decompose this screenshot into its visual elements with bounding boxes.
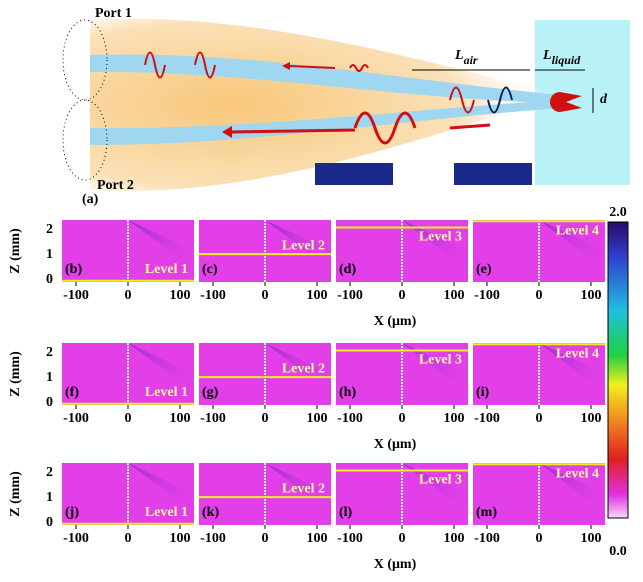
x-tick-label: -100 <box>63 288 89 303</box>
x-tick-label: 100 <box>307 288 328 303</box>
level-label: Level 3 <box>419 473 462 488</box>
x-tick-label: 0 <box>536 288 543 303</box>
y-tick-label: 1 <box>46 490 53 505</box>
x-tick-label: 100 <box>170 411 191 426</box>
panel-label: (l) <box>339 505 353 520</box>
port-2-label: Port 2 <box>97 178 134 193</box>
panel-label: (j) <box>65 505 79 520</box>
panel-label: (i) <box>476 385 490 400</box>
x-axis-label: X (μm) <box>374 314 417 329</box>
x-tick-label: 0 <box>262 411 269 426</box>
x-tick-label: 0 <box>399 288 406 303</box>
level-label: Level 1 <box>145 505 188 520</box>
colorbar-max: 2.0 <box>609 205 627 220</box>
x-tick-label: 100 <box>444 531 465 546</box>
port-1-label: Port 1 <box>95 6 132 21</box>
schematic: Port 1 Port 2 (a) Lair Lliquid d <box>63 6 630 207</box>
x-tick-label: 0 <box>399 531 406 546</box>
panel-label: (c) <box>202 262 218 277</box>
x-tick-label: 0 <box>262 288 269 303</box>
d-label: d <box>600 92 608 107</box>
level-label: Level 4 <box>556 223 599 238</box>
x-tick-label: 100 <box>307 411 328 426</box>
panel-label: (e) <box>476 262 492 277</box>
l-air: Lair <box>454 48 478 67</box>
y-axis-label: Z (mm) <box>8 228 23 274</box>
level-label: Level 2 <box>282 238 325 253</box>
x-tick-label: -100 <box>337 288 363 303</box>
panel-label: (g) <box>202 385 219 400</box>
x-tick-label: -100 <box>63 531 89 546</box>
panel-label: (k) <box>202 505 219 520</box>
x-tick-label: -100 <box>337 411 363 426</box>
level-label: Level 2 <box>282 361 325 376</box>
x-tick-label: 100 <box>444 288 465 303</box>
x-tick-label: -100 <box>474 411 500 426</box>
y-tick-label: 1 <box>46 247 53 262</box>
colorbar-min: 0.0 <box>609 544 627 559</box>
panel-label: (b) <box>65 262 82 277</box>
panel-label: (d) <box>339 262 356 277</box>
x-tick-label: 0 <box>125 411 132 426</box>
x-tick-label: -100 <box>63 411 89 426</box>
subscript: air <box>464 53 478 67</box>
y-tick-label: 0 <box>46 272 53 287</box>
colorbar <box>608 222 628 518</box>
x-tick-label: -100 <box>474 288 500 303</box>
y-tick-label: 2 <box>46 465 53 480</box>
symbol: L <box>454 48 464 63</box>
y-axis-label: Z (mm) <box>8 471 23 517</box>
x-tick-label: 100 <box>581 531 602 546</box>
level-label: Level 3 <box>419 230 462 245</box>
level-label: Level 1 <box>145 262 188 277</box>
level-label: Level 4 <box>556 346 599 361</box>
x-tick-label: 100 <box>307 531 328 546</box>
level-label: Level 1 <box>145 385 188 400</box>
y-tick-label: 2 <box>46 222 53 237</box>
x-tick-label: -100 <box>337 531 363 546</box>
mode-profile <box>454 163 532 185</box>
x-tick-label: 0 <box>399 411 406 426</box>
subscript: liquid <box>552 53 582 67</box>
x-axis-label: X (μm) <box>374 557 417 572</box>
y-tick-label: 1 <box>46 370 53 385</box>
panel-label: (h) <box>339 385 356 400</box>
x-tick-label: -100 <box>200 288 226 303</box>
y-tick-label: 2 <box>46 345 53 360</box>
mode-profile <box>315 163 393 185</box>
y-tick-label: 0 <box>46 515 53 530</box>
panel-label: (m) <box>476 505 497 520</box>
x-tick-label: 0 <box>125 288 132 303</box>
x-tick-label: 100 <box>581 288 602 303</box>
x-tick-label: 0 <box>125 531 132 546</box>
x-tick-label: 100 <box>444 411 465 426</box>
x-tick-label: 100 <box>581 411 602 426</box>
level-label: Level 4 <box>556 466 599 481</box>
x-axis-label: X (μm) <box>374 437 417 452</box>
x-tick-label: 100 <box>170 288 191 303</box>
y-tick-label: 0 <box>46 395 53 410</box>
x-tick-label: 0 <box>536 411 543 426</box>
x-tick-label: -100 <box>200 531 226 546</box>
symbol: L <box>542 48 552 63</box>
panel-label: (f) <box>65 385 79 400</box>
x-tick-label: 0 <box>536 531 543 546</box>
x-tick-label: 0 <box>262 531 269 546</box>
panel-label: (a) <box>82 192 99 207</box>
y-axis-label: Z (mm) <box>8 351 23 397</box>
level-label: Level 3 <box>419 353 462 368</box>
x-tick-label: -100 <box>200 411 226 426</box>
level-label: Level 2 <box>282 481 325 496</box>
figure: Port 1 Port 2 (a) Lair Lliquid d 2.0 0.0… <box>0 0 643 582</box>
x-tick-label: 100 <box>170 531 191 546</box>
x-tick-label: -100 <box>474 531 500 546</box>
